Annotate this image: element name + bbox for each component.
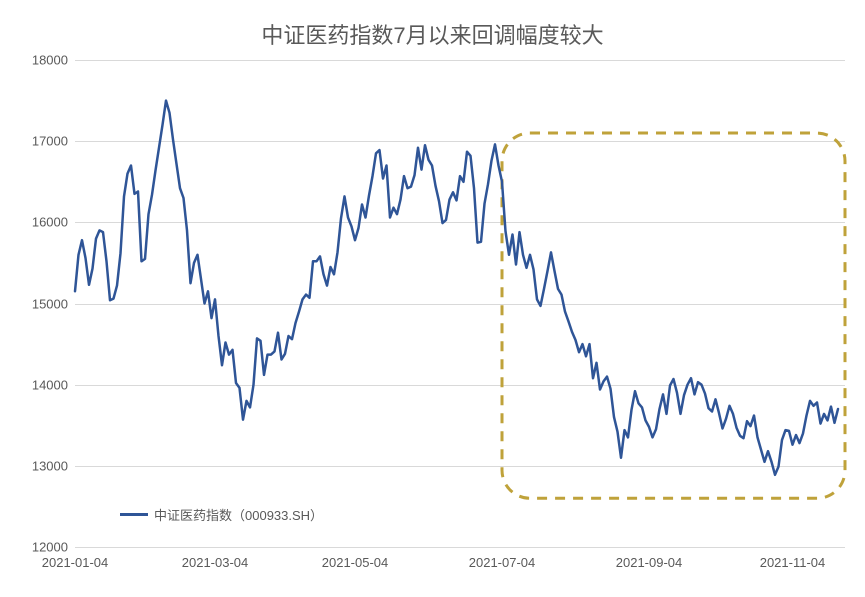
chart-title: 中证医药指数7月以来回调幅度较大 bbox=[0, 18, 865, 50]
y-axis-tick-label: 14000 bbox=[20, 377, 68, 392]
line-svg bbox=[75, 60, 845, 547]
plot-area bbox=[75, 60, 845, 547]
y-axis-tick-label: 16000 bbox=[20, 215, 68, 230]
x-axis-tick-label: 2021-11-04 bbox=[760, 555, 826, 570]
y-axis-tick-label: 13000 bbox=[20, 458, 68, 473]
chart-container: 中证医药指数7月以来回调幅度较大 中证医药指数（000933.SH） 12000… bbox=[0, 0, 865, 597]
y-axis-tick-label: 18000 bbox=[20, 53, 68, 68]
legend-label: 中证医药指数（000933.SH） bbox=[154, 505, 323, 524]
legend-line bbox=[120, 513, 148, 516]
y-axis-tick-label: 12000 bbox=[20, 540, 68, 555]
y-axis-tick-label: 17000 bbox=[20, 134, 68, 149]
x-axis-tick-label: 2021-05-04 bbox=[322, 555, 389, 570]
y-gridline bbox=[75, 547, 845, 548]
legend: 中证医药指数（000933.SH） bbox=[120, 505, 323, 524]
x-axis-tick-label: 2021-03-04 bbox=[182, 555, 249, 570]
y-axis-tick-label: 15000 bbox=[20, 296, 68, 311]
x-axis-tick-label: 2021-09-04 bbox=[616, 555, 683, 570]
x-axis-tick-label: 2021-07-04 bbox=[469, 555, 536, 570]
series-line bbox=[75, 101, 838, 475]
x-axis-tick-label: 2021-01-04 bbox=[42, 555, 109, 570]
